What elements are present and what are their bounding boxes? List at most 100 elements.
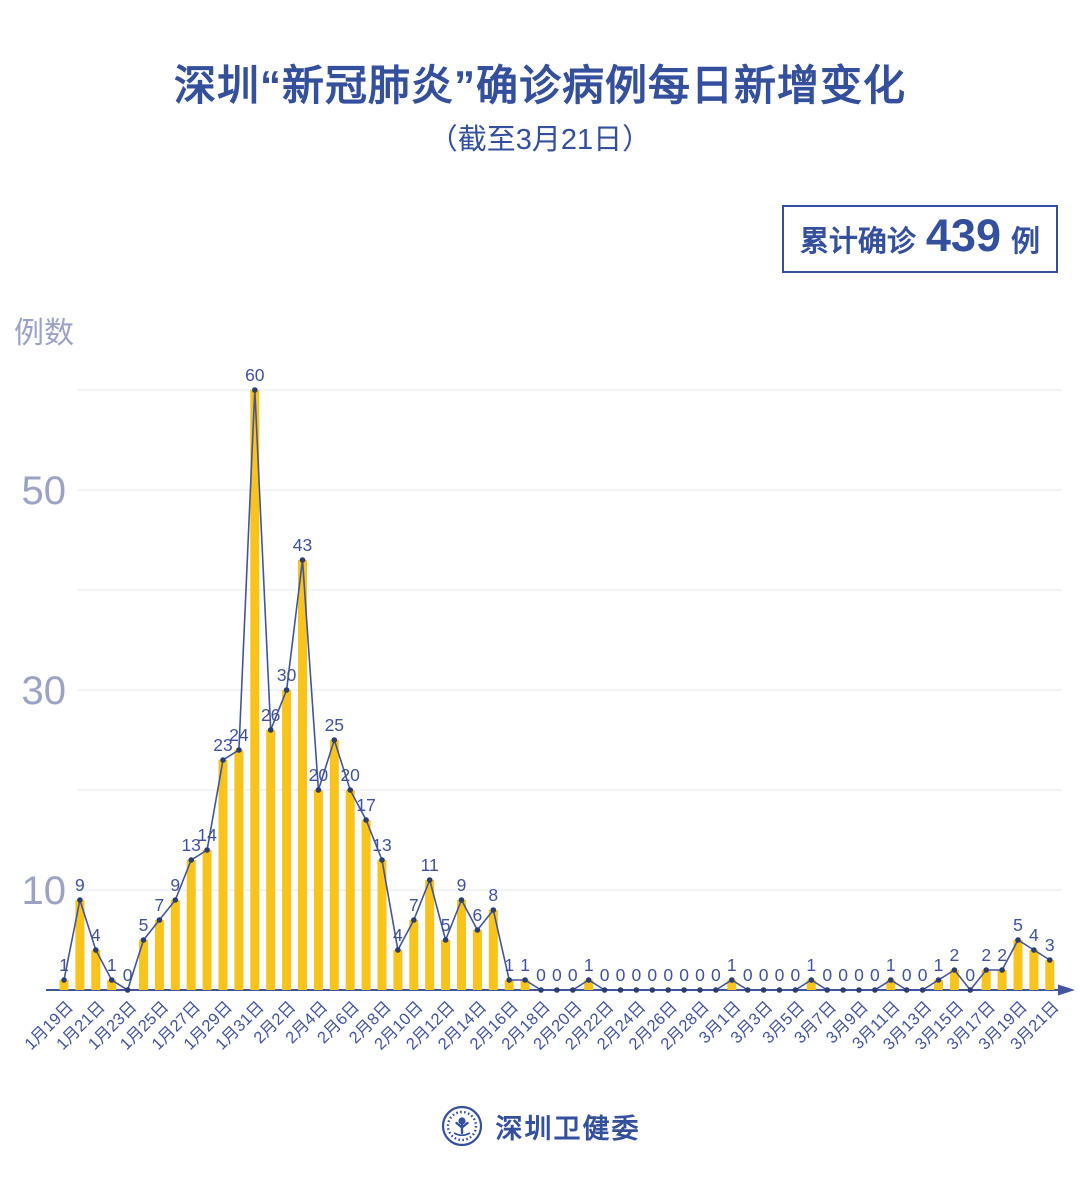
value-label: 0 (711, 965, 721, 985)
footer-brand-text: 深圳卫健委 (495, 1113, 641, 1144)
value-label: 4 (1029, 925, 1039, 945)
value-label: 0 (918, 965, 928, 985)
value-label: 7 (155, 895, 165, 915)
value-label: 24 (229, 725, 249, 745)
data-point (554, 987, 560, 993)
bar (234, 750, 244, 990)
data-point (744, 987, 751, 993)
data-point (188, 857, 194, 863)
value-label: 25 (325, 715, 344, 735)
value-label: 0 (679, 965, 689, 985)
data-point (426, 877, 433, 883)
data-point (1031, 947, 1037, 953)
value-label: 43 (293, 535, 312, 555)
bar (345, 790, 355, 990)
value-label: 13 (372, 835, 391, 855)
value-label: 9 (170, 875, 180, 895)
data-point (967, 987, 974, 993)
value-label: 0 (600, 965, 610, 985)
data-point (93, 947, 99, 953)
value-label: 5 (441, 915, 451, 935)
shenzhen-health-commission-logo-icon (441, 1105, 482, 1147)
data-point (570, 987, 576, 993)
value-label: 1 (107, 955, 117, 975)
value-label: 2 (997, 945, 1007, 965)
bar (298, 560, 307, 990)
data-point (395, 947, 401, 953)
y-tick-label: 50 (22, 469, 67, 513)
data-point (172, 897, 179, 903)
data-point (776, 987, 783, 993)
value-label: 0 (854, 965, 864, 985)
value-label: 0 (552, 965, 562, 985)
value-label: 2 (981, 945, 991, 965)
y-tick-label: 10 (22, 869, 67, 913)
value-label: 0 (743, 965, 753, 985)
value-label: 0 (791, 965, 801, 985)
data-point (331, 737, 338, 743)
bar (1013, 940, 1023, 990)
value-label: 5 (139, 915, 149, 935)
value-label: 3 (1045, 935, 1055, 955)
bar (886, 980, 896, 990)
value-label: 0 (568, 965, 578, 985)
value-label: 0 (775, 965, 785, 985)
value-label: 0 (536, 965, 546, 985)
page-title: 深圳“新冠肺炎”确诊病例每日新增变化 (173, 62, 906, 109)
data-point (713, 987, 719, 993)
value-label: 11 (421, 855, 439, 875)
value-label: 60 (245, 365, 265, 385)
data-point (156, 917, 163, 923)
bar (806, 980, 816, 990)
data-point (649, 987, 656, 993)
bar (218, 760, 228, 990)
value-label: 1 (727, 955, 737, 975)
value-label: 1 (520, 955, 530, 975)
data-point (1047, 957, 1053, 963)
data-point (522, 977, 528, 983)
x-axis-arrow (1058, 984, 1075, 996)
data-point (220, 757, 226, 763)
bar (250, 390, 260, 990)
bar (154, 920, 164, 990)
value-label: 9 (75, 875, 85, 895)
bar (282, 690, 292, 990)
data-point (411, 917, 417, 923)
data-point (299, 557, 306, 563)
data-point (204, 847, 210, 853)
y-axis-title: 例数 (14, 317, 74, 350)
data-point (585, 977, 592, 983)
data-point (729, 977, 735, 983)
badge-count: 439 (925, 210, 1001, 261)
data-point (935, 977, 942, 983)
value-label: 0 (616, 965, 626, 985)
bar (361, 820, 371, 990)
value-label: 26 (261, 705, 280, 725)
value-label: 0 (838, 965, 848, 985)
data-point (252, 387, 258, 393)
data-point (315, 787, 322, 793)
data-point (633, 987, 640, 993)
bar (202, 850, 212, 990)
value-label: 0 (695, 965, 705, 985)
bar (139, 940, 148, 990)
data-point (697, 987, 703, 993)
value-label: 4 (393, 925, 403, 945)
data-point (347, 787, 354, 793)
data-point (538, 987, 544, 993)
value-label: 1 (934, 955, 944, 975)
data-point (1015, 937, 1021, 943)
bar (59, 980, 69, 990)
value-label: 0 (663, 965, 673, 985)
value-label: 0 (965, 965, 975, 985)
data-point (267, 727, 274, 733)
value-label: 0 (123, 965, 133, 985)
value-label: 1 (59, 955, 69, 975)
data-point (792, 987, 799, 993)
data-point (108, 977, 115, 983)
data-point (124, 987, 131, 993)
value-label: 5 (1013, 915, 1023, 935)
data-point (458, 897, 465, 903)
data-point (983, 967, 989, 973)
data-point (872, 987, 878, 993)
